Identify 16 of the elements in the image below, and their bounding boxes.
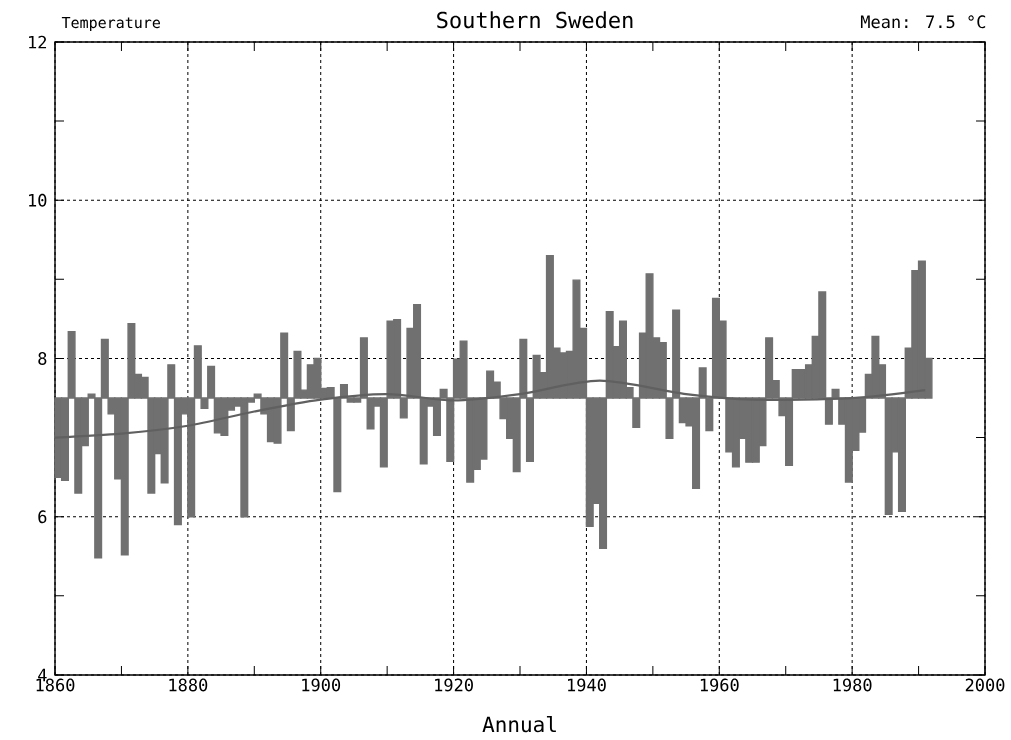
- x-tick-label: 1960: [700, 678, 739, 692]
- x-tick-label: 1900: [302, 678, 341, 692]
- x-tick-label: 1880: [169, 678, 208, 692]
- x-axis-title: Annual: [482, 715, 556, 733]
- x-tick-label: 1920: [435, 678, 473, 692]
- y-axis-title: Temperature: [61, 17, 160, 32]
- chart-title: Southern Sweden: [437, 11, 633, 29]
- x-tick-label: 1980: [833, 678, 872, 692]
- x-tick-label: 2000: [965, 678, 1005, 692]
- x-tick-label: 1940: [568, 678, 606, 692]
- line-series: [53, 379, 927, 439]
- y-tick-label: 6: [38, 510, 47, 524]
- y-tick-label: 10: [29, 193, 47, 207]
- y-tick-label: 8: [38, 352, 47, 365]
- y-tick-label: 12: [29, 35, 47, 49]
- text: Mean: 7.5 °C: [860, 15, 986, 29]
